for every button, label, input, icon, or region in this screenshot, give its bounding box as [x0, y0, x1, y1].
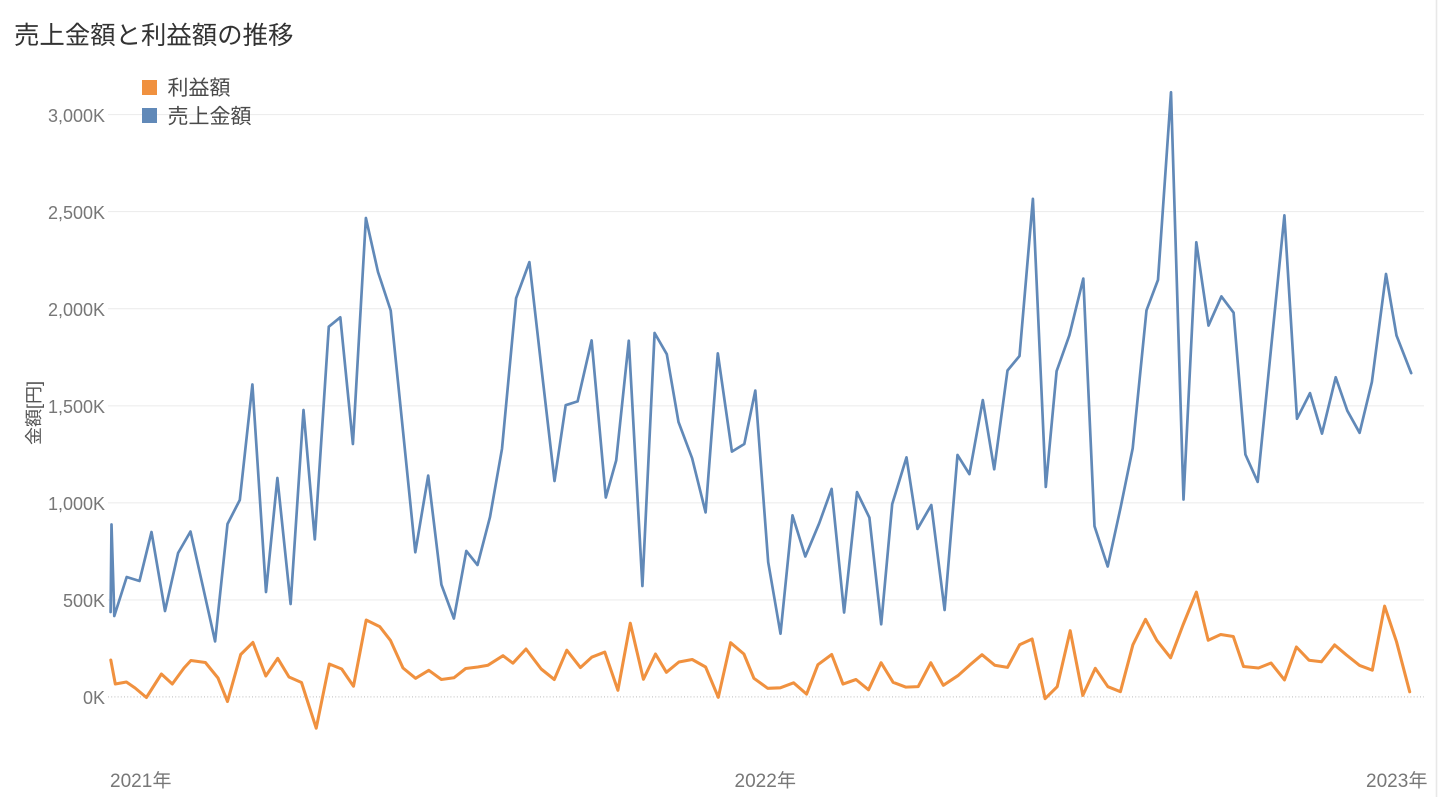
svg-text:2,500K: 2,500K	[48, 203, 105, 223]
svg-text:[: [	[24, 404, 44, 409]
svg-text:]: ]	[24, 381, 44, 386]
svg-text:2021: 2021	[110, 771, 152, 792]
svg-text:3,000K: 3,000K	[48, 106, 105, 126]
svg-text:2023: 2023	[1366, 771, 1408, 792]
svg-text:0K: 0K	[83, 688, 105, 708]
svg-text:2022: 2022	[735, 771, 777, 792]
svg-text:1,500K: 1,500K	[48, 397, 105, 417]
svg-text:500K: 500K	[63, 591, 105, 611]
svg-text:1,000K: 1,000K	[48, 494, 105, 514]
svg-text:2,000K: 2,000K	[48, 300, 105, 320]
